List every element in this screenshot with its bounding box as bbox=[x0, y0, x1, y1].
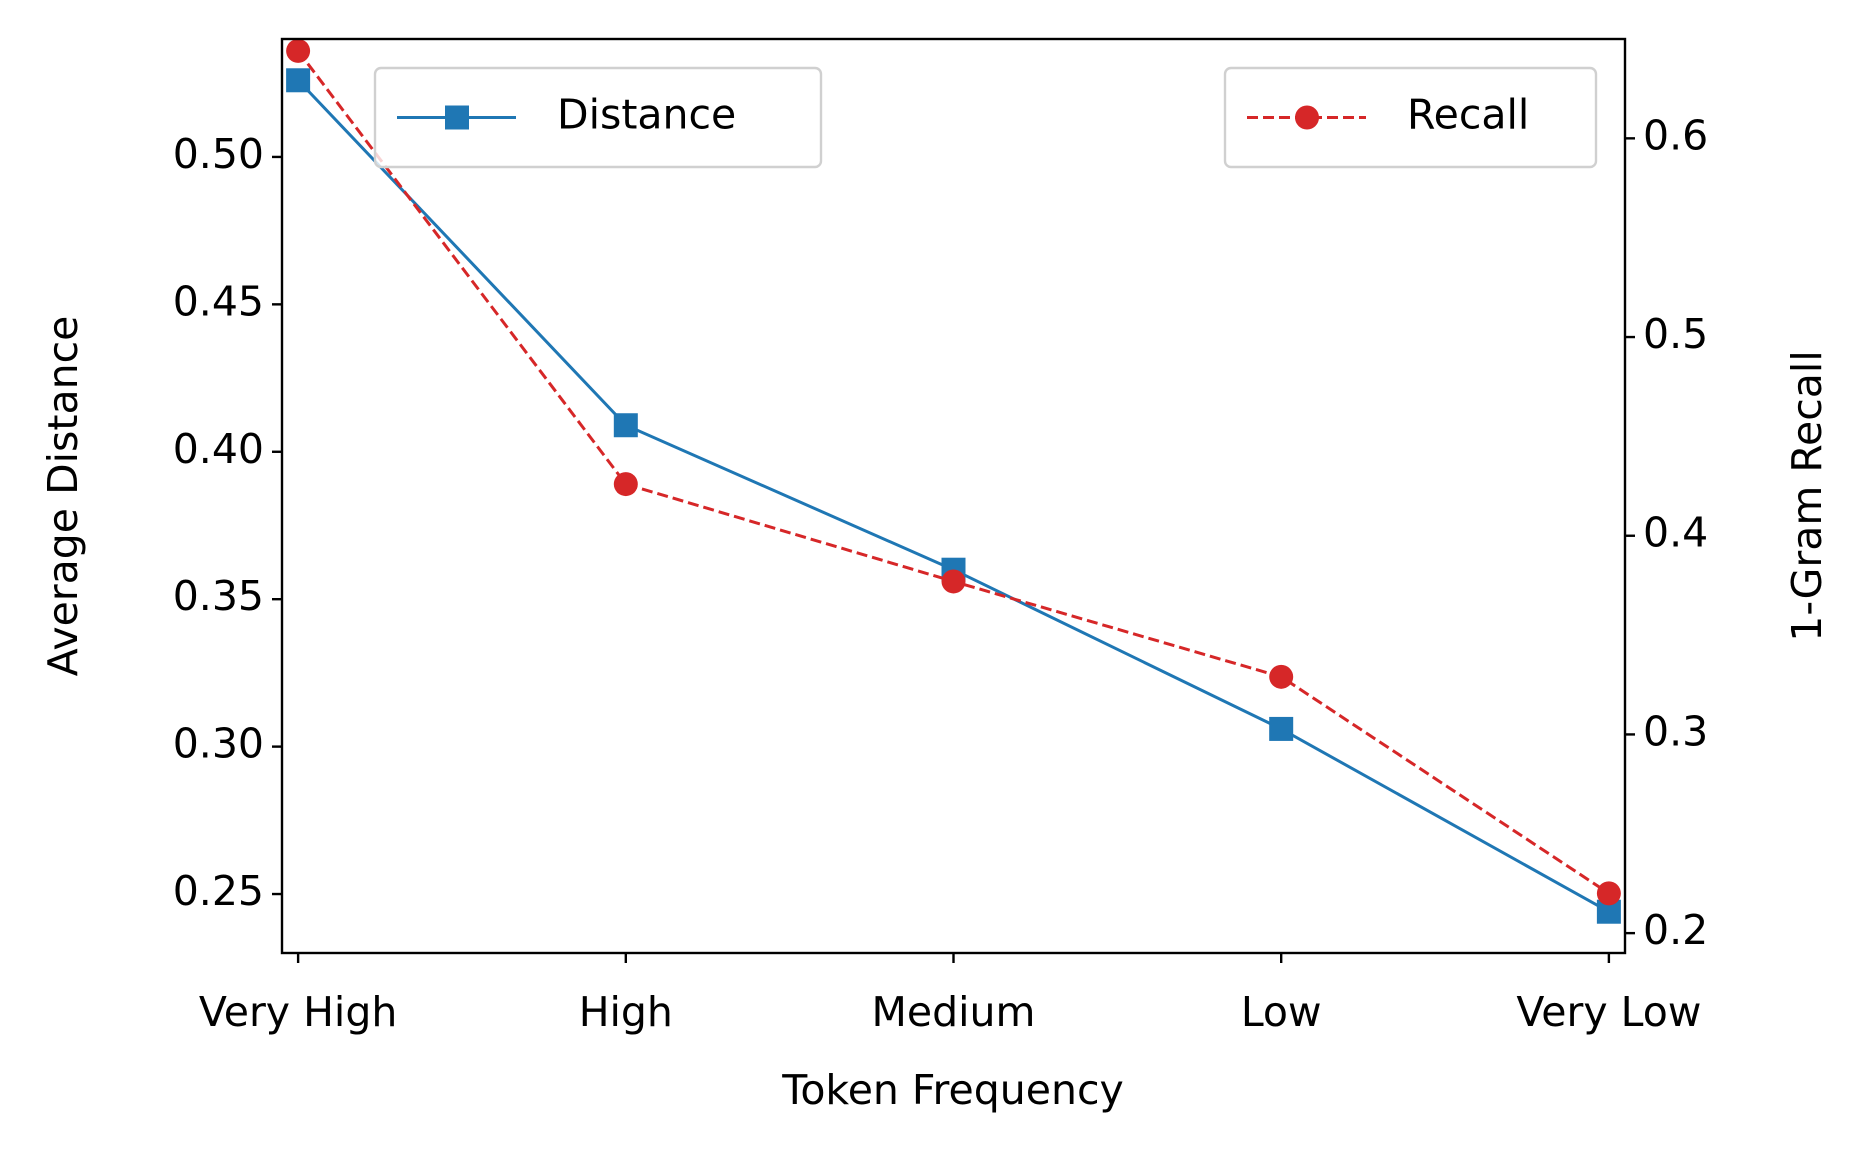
y-axis-label: Average Distance bbox=[39, 316, 87, 677]
data-point bbox=[286, 38, 311, 63]
x-tick-label: Low bbox=[1241, 988, 1322, 1036]
legend-marker bbox=[445, 105, 469, 130]
y-tick-label: 0.45 bbox=[173, 277, 264, 325]
y-tick-label: 0.25 bbox=[173, 867, 264, 915]
series-line bbox=[296, 50, 1610, 895]
data-point bbox=[613, 472, 638, 497]
data-point bbox=[941, 569, 966, 594]
y2-tick-label: 0.6 bbox=[1643, 111, 1708, 159]
data-point bbox=[286, 68, 311, 93]
y2-tick-label: 0.2 bbox=[1643, 906, 1708, 954]
data-point bbox=[1596, 881, 1621, 906]
y2-tick-label: 0.3 bbox=[1643, 707, 1708, 755]
data-point bbox=[1269, 716, 1294, 741]
plot-frame bbox=[280, 37, 1627, 955]
legend-box bbox=[373, 66, 823, 169]
data-point bbox=[613, 413, 638, 438]
legend-marker bbox=[1295, 105, 1319, 130]
x-tick-label: Very Low bbox=[1516, 988, 1701, 1036]
y2-axis-label: 1-Gram Recall bbox=[1783, 350, 1831, 641]
x-axis-label: Token Frequency bbox=[781, 1066, 1124, 1114]
x-tick-label: High bbox=[579, 988, 673, 1036]
y-tick-label: 0.50 bbox=[173, 130, 264, 178]
legend-label: Distance bbox=[557, 91, 736, 139]
x-tick-label: Very High bbox=[199, 988, 397, 1036]
y2-tick-label: 0.4 bbox=[1643, 509, 1708, 557]
y-tick-label: 0.40 bbox=[173, 425, 264, 473]
data-point bbox=[1269, 664, 1294, 689]
legend-box bbox=[1223, 66, 1598, 169]
y-tick-label: 0.30 bbox=[173, 720, 264, 768]
legend-label: Recall bbox=[1407, 91, 1529, 139]
x-tick-label: Medium bbox=[872, 988, 1036, 1036]
series-line bbox=[297, 79, 1610, 914]
y2-tick-label: 0.5 bbox=[1643, 310, 1708, 358]
y-tick-label: 0.35 bbox=[173, 572, 264, 620]
